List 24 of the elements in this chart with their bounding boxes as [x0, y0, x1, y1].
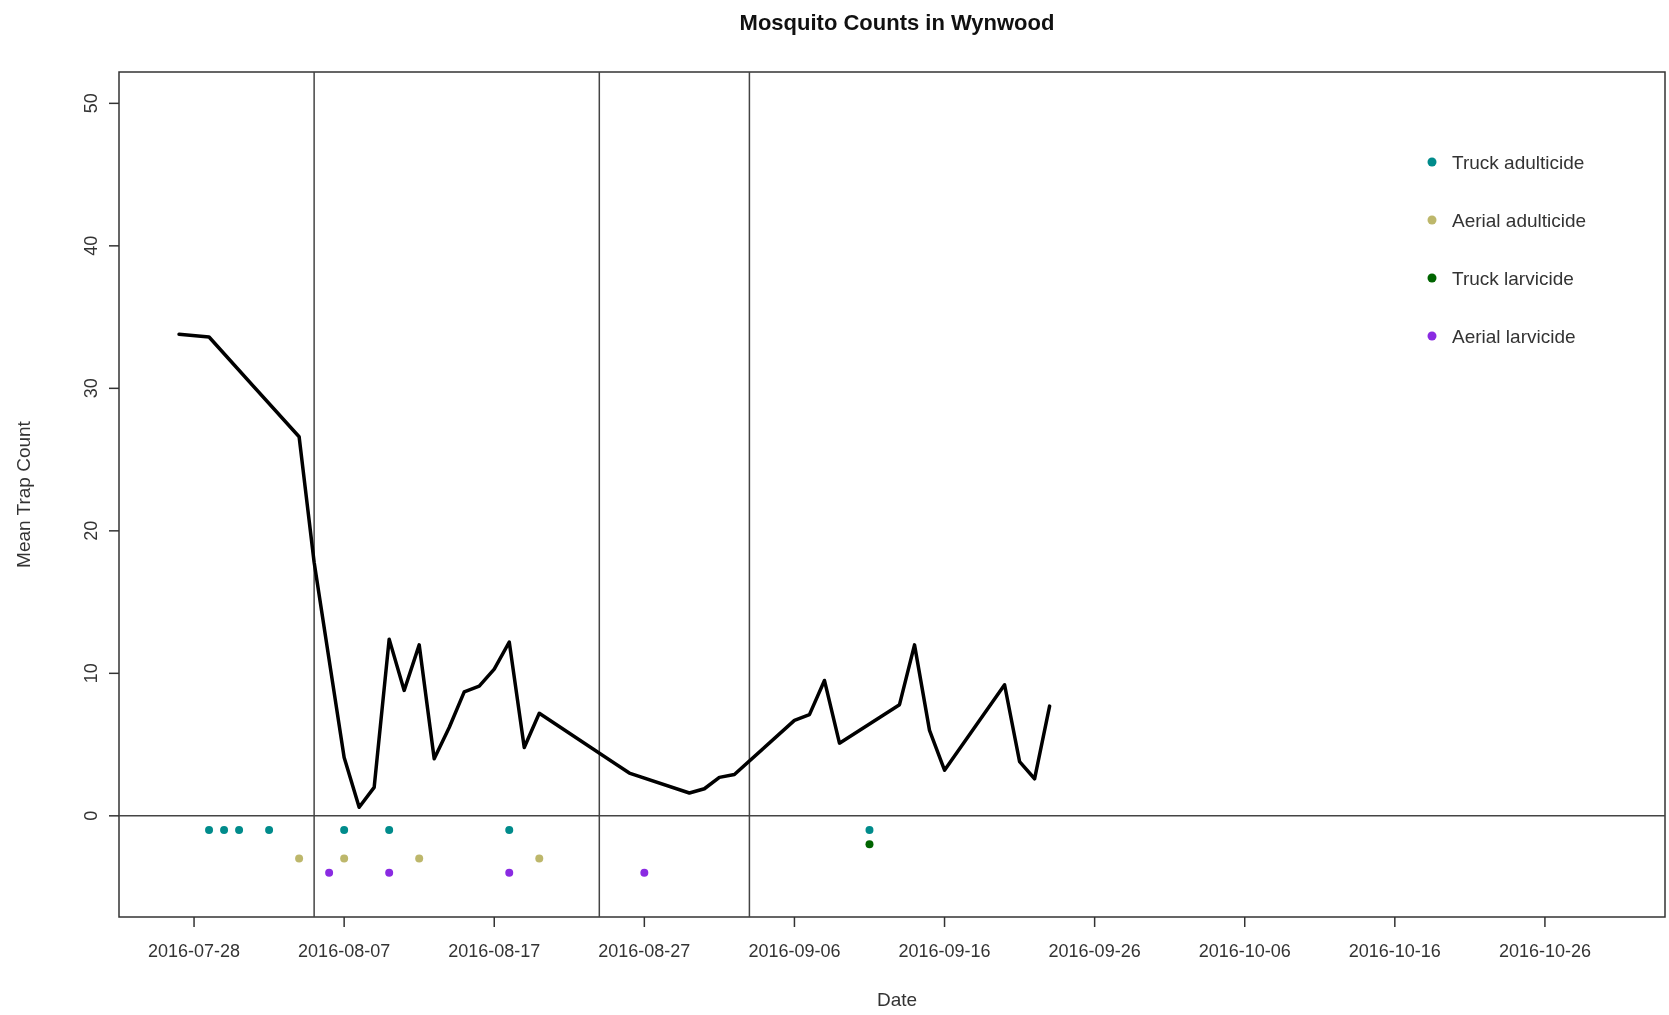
x-tick-label: 2016-09-16 — [898, 941, 991, 961]
y-tick-label: 20 — [81, 520, 101, 541]
x-tick-label: 2016-10-26 — [1498, 941, 1591, 961]
legend-label: Truck larvicide — [1452, 268, 1574, 289]
legend-label: Truck adulticide — [1452, 152, 1585, 173]
x-tick-label: 2016-09-26 — [1048, 941, 1141, 961]
x-tick-label: 2016-08-17 — [448, 941, 541, 961]
x-axis-title: Date — [876, 989, 918, 1010]
y-tick-label: 40 — [81, 235, 101, 256]
x-tick-label: 2016-09-06 — [748, 941, 841, 961]
y-tick-label: 50 — [81, 93, 101, 114]
legend-label: Aerial adulticide — [1452, 210, 1587, 231]
y-tick-label: 0 — [81, 810, 101, 821]
y-tick-label: 10 — [81, 663, 101, 684]
x-tick-label: 2016-08-07 — [298, 941, 391, 961]
legend-label: Aerial larvicide — [1452, 326, 1576, 347]
line-series — [177, 332, 1052, 810]
x-tick-label: 2016-10-16 — [1348, 941, 1441, 961]
x-tick-label: 2016-10-06 — [1198, 941, 1291, 961]
chart-title: Mosquito Counts in Wynwood — [739, 10, 1055, 35]
x-tick-label: 2016-07-28 — [148, 941, 241, 961]
y-axis-title: Mean Trap Count — [13, 420, 34, 568]
x-tick-label: 2016-08-27 — [598, 941, 691, 961]
y-tick-label: 30 — [81, 378, 101, 399]
